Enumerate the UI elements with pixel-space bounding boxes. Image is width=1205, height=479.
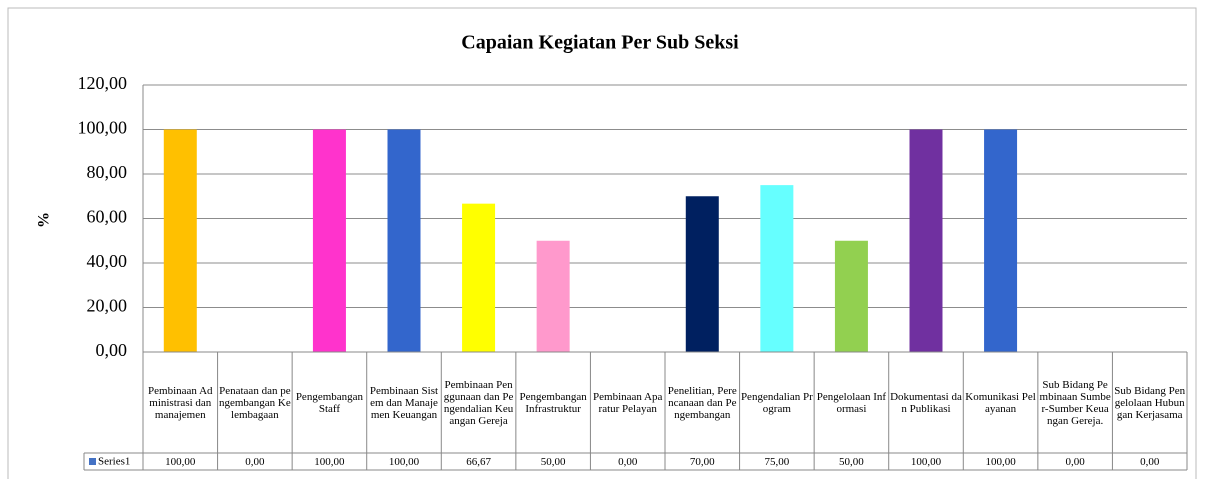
bar: [536, 240, 570, 352]
category-label: Dokumentasi dan Publikasi: [890, 390, 962, 415]
bar: [685, 196, 719, 352]
category-label: Pengendalian Program: [740, 390, 813, 415]
y-tick-label: 60,00: [87, 207, 128, 227]
category-label: Pembinaan Sistem dan Manajemen Keuangan: [369, 384, 439, 421]
y-tick-label: 20,00: [87, 296, 128, 316]
data-table-value: 0,00: [245, 455, 265, 468]
category-label: Sub Bidang Pembinaan Sumber-Sumber Keuan…: [1039, 378, 1111, 427]
data-table-value: 100,00: [985, 455, 1016, 468]
bar: [834, 240, 868, 352]
bar: [462, 203, 496, 352]
bar: [163, 129, 197, 352]
category-label: Pembinaan Penggunaan dan Pengendalian Ke…: [443, 378, 514, 427]
data-table-value: 50,00: [540, 455, 566, 468]
data-table-value: 0,00: [1140, 455, 1160, 468]
category-label: Pengembangan Staff: [295, 390, 364, 415]
bar: [984, 129, 1018, 352]
chart-border: [7, 7, 1197, 479]
bar: [387, 129, 421, 352]
y-tick-label: 40,00: [87, 251, 128, 271]
y-tick-label: 80,00: [87, 162, 128, 182]
legend-label: Series1: [98, 456, 130, 468]
data-table-value: 100,00: [314, 455, 345, 468]
y-tick-label: 100,00: [78, 118, 128, 138]
category-label: Pengembangan Infrastruktur: [519, 390, 587, 415]
category-label: Pembinaan Administrasi dan manajemen: [148, 384, 213, 421]
data-table-value: 0,00: [618, 455, 638, 468]
category-label: Komunikasi Pelayanan: [965, 390, 1036, 415]
data-table-value: 75,00: [764, 455, 790, 468]
category-label: Pengelolaan Informasi: [816, 390, 887, 415]
y-tick-label: 120,00: [78, 73, 128, 93]
chart-title: Capaian Kegiatan Per Sub Seksi: [461, 32, 739, 54]
data-table-value: 100,00: [910, 455, 942, 468]
category-label: Sub Bidang Pengelolaan Hubungan Kerjasam…: [1114, 384, 1186, 421]
bar: [760, 185, 794, 352]
category-label: Penelitian, Perencanaan dan Pengembangan: [667, 384, 737, 421]
data-table-value: 100,00: [388, 455, 420, 468]
data-table-value: 50,00: [839, 455, 864, 468]
y-tick-label: 0,00: [96, 340, 128, 360]
data-table-value: 66,67: [466, 455, 491, 468]
legend-key: [89, 458, 96, 465]
bar: [312, 129, 346, 352]
bar: [909, 129, 943, 352]
data-table-value: 0,00: [1065, 455, 1085, 468]
category-label: Pembinaan Aparatur Pelayan: [593, 390, 663, 415]
y-axis-title: %: [36, 212, 53, 228]
category-label: Penataan dan pengembangan Kelembagaan: [218, 384, 291, 421]
data-table-value: 100,00: [165, 455, 196, 468]
data-table-value: 70,00: [689, 455, 715, 468]
